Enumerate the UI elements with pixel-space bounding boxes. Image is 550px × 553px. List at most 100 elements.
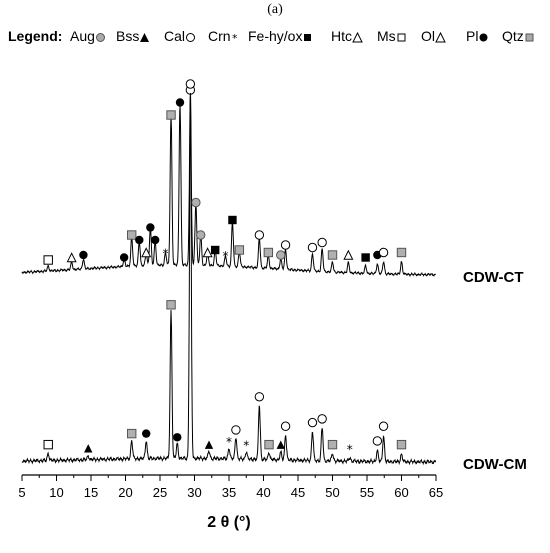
peak-marker-cdw-ct-2 — [79, 250, 88, 260]
peak-marker-cdw-cm-11 — [254, 392, 265, 402]
legend-label-ms: Ms — [377, 28, 396, 44]
peak-marker-cdw-cm-9 — [231, 425, 241, 435]
peak-marker-cdw-ct-18 — [228, 215, 237, 225]
x-tick-label-10: 10 — [49, 485, 63, 500]
legend-item-ms: Ms — [377, 28, 407, 44]
legend-item-htc: Htc — [331, 28, 363, 44]
bss-triangle-filled-icon — [140, 32, 150, 42]
peak-marker-cdw-ct-9: * — [163, 247, 169, 261]
peak-marker-cdw-ct-25 — [317, 237, 327, 248]
peak-marker-cdw-cm-20 — [378, 421, 389, 431]
peak-marker-cdw-ct-3 — [119, 253, 129, 262]
peak-marker-cdw-ct-0 — [43, 255, 53, 265]
series-line-cdw-ct — [21, 92, 436, 277]
x-tick-label-40: 40 — [256, 485, 270, 500]
peak-marker-cdw-ct-6 — [141, 247, 152, 258]
peak-marker-cdw-ct-17: * — [223, 249, 229, 263]
legend-label-htc: Htc — [331, 28, 352, 44]
x-tick-label-30: 30 — [187, 485, 201, 500]
x-tick-label-65: 65 — [429, 485, 443, 500]
legend-label-cal: Cal — [164, 28, 186, 44]
peak-marker-cdw-cm-3 — [142, 429, 151, 438]
crn-star-icon: * — [232, 32, 238, 45]
legend-label-bss: Bss — [116, 28, 140, 44]
peak-marker-cdw-ct-31 — [396, 247, 407, 258]
x-tick-label-20: 20 — [118, 485, 132, 500]
peak-marker-cdw-cm-6 — [185, 79, 196, 89]
x-tick-label-55: 55 — [360, 485, 374, 500]
peak-marker-cdw-ct-10 — [166, 110, 176, 120]
x-tick-label-5: 5 — [18, 485, 25, 500]
peak-marker-cdw-ct-4 — [127, 230, 137, 240]
legend-label-ol: Ol — [421, 28, 435, 44]
peak-marker-cdw-ct-28 — [361, 253, 370, 262]
peak-marker-cdw-cm-14 — [280, 421, 291, 431]
pl-circle-filled-icon — [479, 33, 488, 42]
peak-marker-cdw-ct-19 — [234, 245, 245, 255]
x-tick-label-45: 45 — [291, 485, 305, 500]
x-axis-title: 2 θ (°) — [207, 514, 251, 531]
peak-marker-cdw-ct-26 — [327, 250, 338, 260]
legend-item-aug: Aug — [70, 28, 106, 44]
legend-item-pl: Pl — [466, 28, 489, 44]
peak-marker-cdw-ct-21 — [263, 247, 274, 258]
legend-label-crn: Crn — [208, 28, 231, 44]
peak-marker-cdw-ct-5 — [135, 235, 144, 245]
peak-marker-cdw-cm-0 — [43, 439, 53, 450]
legend-label-qtz: Qtz — [502, 28, 524, 44]
peak-marker-cdw-cm-4 — [166, 300, 176, 310]
panel-label: (a) — [267, 2, 283, 17]
peak-marker-cdw-cm-7 — [204, 440, 214, 449]
legend-item-ol: Ol — [421, 28, 446, 44]
peak-marker-cdw-ct-27 — [343, 249, 354, 260]
series-label-cdw-ct: CDW-CT — [463, 269, 524, 286]
legend-item-qtz: Qtz — [502, 28, 535, 44]
peak-marker-cdw-cm-8: * — [226, 435, 232, 449]
x-tick-label-60: 60 — [394, 485, 408, 500]
ms-square-open-icon — [397, 33, 406, 42]
peak-marker-cdw-ct-30 — [378, 247, 389, 258]
peak-marker-cdw-ct-11 — [175, 98, 185, 107]
peak-marker-cdw-ct-1 — [66, 252, 77, 263]
peak-marker-cdw-cm-2 — [127, 428, 137, 439]
peak-marker-cdw-cm-17 — [327, 439, 338, 450]
legend: Legend: Aug Bss Cal Crn * Fe-hy/ox Htc Ms… — [8, 26, 548, 48]
peak-marker-cdw-ct-15 — [202, 247, 213, 258]
peak-marker-cdw-cm-13 — [276, 440, 285, 449]
peak-marker-cdw-ct-8 — [150, 235, 160, 245]
legend-label-aug: Aug — [70, 28, 95, 44]
series-line-cdw-cm — [21, 92, 437, 466]
peak-marker-cdw-ct-23 — [280, 240, 291, 250]
peak-marker-cdw-cm-19 — [372, 436, 383, 446]
htc-triangle-open-icon — [352, 31, 363, 43]
peak-marker-cdw-ct-20 — [254, 230, 265, 240]
legend-item-bss: Bss — [116, 28, 150, 44]
peak-marker-cdw-cm-12 — [264, 439, 274, 450]
legend-item-cal: Cal — [164, 28, 196, 44]
series-label-cdw-cm: CDW-CM — [463, 456, 527, 473]
peak-marker-cdw-cm-21 — [396, 439, 407, 450]
x-tick-label-25: 25 — [153, 485, 167, 500]
peak-marker-cdw-cm-16 — [317, 414, 327, 424]
peak-marker-cdw-ct-14 — [196, 230, 206, 240]
x-tick-label-15: 15 — [84, 485, 98, 500]
x-tick-label-50: 50 — [325, 485, 339, 500]
peak-marker-cdw-cm-1 — [84, 444, 93, 453]
aug-circle-gray-icon — [95, 32, 105, 42]
ol-triangle-open-icon — [435, 31, 446, 43]
peak-marker-cdw-ct-16 — [211, 245, 220, 255]
cal-circle-open-icon — [186, 32, 196, 42]
peak-marker-cdw-cm-10: * — [243, 439, 249, 453]
legend-item-fe: Fe-hy/ox — [248, 28, 313, 44]
qtz-square-gray-icon — [525, 33, 534, 42]
peak-marker-cdw-ct-24 — [307, 242, 318, 253]
legend-label-fe: Fe-hy/ox — [248, 28, 303, 44]
peak-marker-cdw-ct-22 — [276, 250, 286, 260]
peak-marker-cdw-ct-7 — [146, 223, 155, 232]
legend-label-pl: Pl — [466, 28, 479, 44]
peak-marker-cdw-cm-15 — [307, 417, 318, 428]
legend-title: Legend: — [8, 28, 63, 44]
svg-text:*: * — [232, 32, 238, 43]
fe-square-filled-icon — [304, 33, 312, 41]
